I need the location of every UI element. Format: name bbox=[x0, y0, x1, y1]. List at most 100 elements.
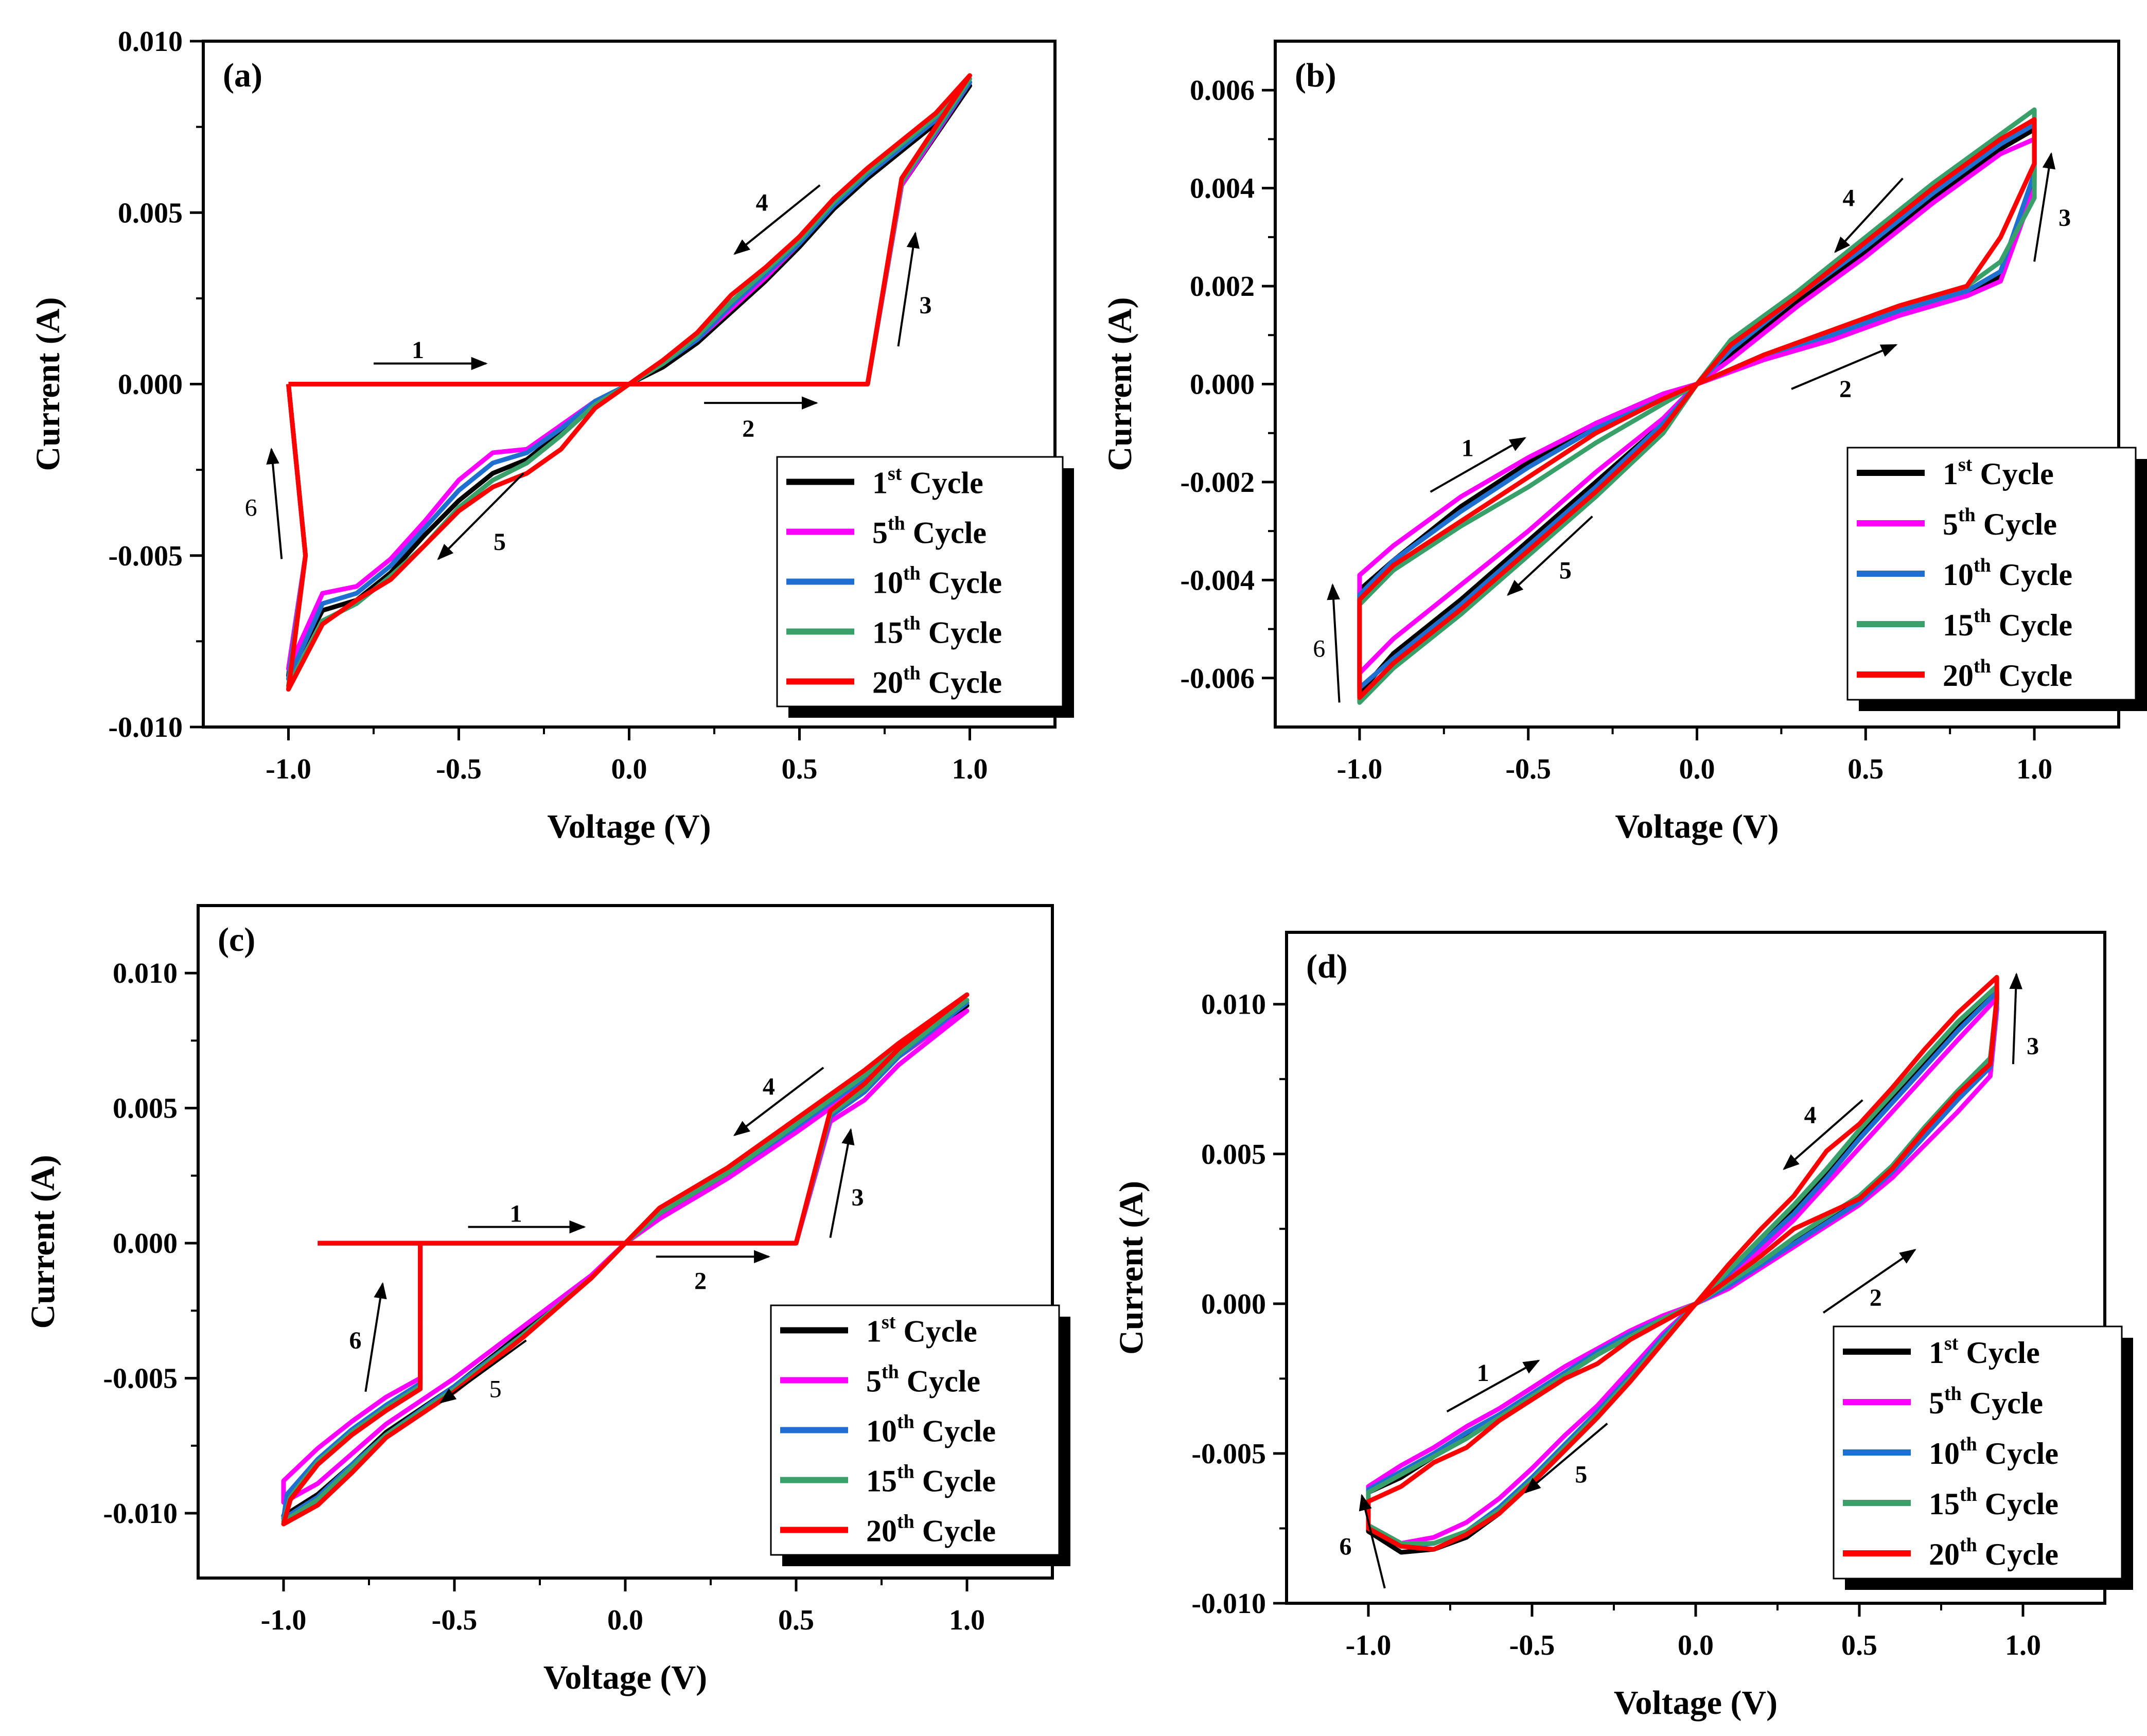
direction-arrow bbox=[733, 1067, 824, 1137]
sweep-step-label: 2 bbox=[694, 1268, 707, 1295]
x-tick-label: 0.0 bbox=[1678, 1629, 1714, 1661]
sweep-step-label: 3 bbox=[852, 1184, 864, 1211]
x-tick-label: 1.0 bbox=[2005, 1629, 2041, 1661]
y-tick-label: 0.002 bbox=[1190, 271, 1255, 303]
y-tick-label: 0.000 bbox=[113, 1228, 178, 1260]
legend-entry: 5th Cycle bbox=[872, 513, 987, 550]
sweep-step-label: 4 bbox=[1843, 185, 1855, 212]
legend-entry: 10th Cycle bbox=[872, 563, 1002, 600]
legend-entry: 20th Cycle bbox=[872, 663, 1002, 700]
y-tick-label: -0.002 bbox=[1180, 467, 1255, 499]
legend-entry: 15th Cycle bbox=[866, 1461, 996, 1498]
x-tick-label: 0.5 bbox=[1841, 1629, 1877, 1661]
panel-label: (a) bbox=[223, 57, 262, 94]
chart-panel: -1.0 -0.5 0.0 0.5 1.0 -0.010 -0.005 0.000 0.005 0… bbox=[24, 904, 1070, 1696]
x-tick-label: -0.5 bbox=[1509, 1629, 1555, 1661]
legend-entry: 1st Cycle bbox=[866, 1312, 977, 1349]
sweep-step-label: 6 bbox=[1313, 635, 1325, 663]
x-tick-label: 1.0 bbox=[952, 753, 988, 785]
sweep-step-label: 5 bbox=[1559, 557, 1572, 584]
sweep-step-label: 1 bbox=[510, 1200, 522, 1227]
sweep-step-label: 1 bbox=[1477, 1359, 1489, 1387]
y-tick-label: -0.010 bbox=[103, 1498, 178, 1530]
y-axis-label: Current (A) bbox=[1101, 297, 1139, 471]
series-line bbox=[286, 73, 972, 692]
legend-entry: 5th Cycle bbox=[1943, 504, 2057, 541]
series-line bbox=[281, 992, 970, 1527]
direction-arrow bbox=[1822, 1249, 1916, 1314]
direction-arrow bbox=[1507, 516, 1593, 596]
sweep-step-label: 4 bbox=[1804, 1102, 1817, 1129]
legend-entry: 20th Cycle bbox=[866, 1511, 996, 1548]
y-tick-label: 0.000 bbox=[118, 369, 183, 401]
direction-arrow bbox=[1327, 583, 1341, 703]
direction-arrow bbox=[364, 1282, 387, 1392]
direction-arrow bbox=[2033, 152, 2056, 262]
x-tick-label: -1.0 bbox=[266, 753, 311, 785]
chart-panel: -1.0 -0.5 0.0 0.5 1.0 -0.010 -0.005 0.000 0.005 0… bbox=[1113, 931, 2133, 1722]
direction-arrow bbox=[1446, 1359, 1540, 1413]
legend-entry: 15th Cycle bbox=[1943, 605, 2072, 642]
y-tick-label: 0.000 bbox=[1190, 369, 1255, 401]
direction-arrow bbox=[733, 184, 821, 255]
direction-arrow bbox=[897, 232, 920, 347]
y-axis-label: Current (A) bbox=[24, 1155, 62, 1329]
sweep-step-label: 4 bbox=[756, 189, 768, 216]
x-tick-label: -0.5 bbox=[1505, 753, 1551, 785]
y-tick-label: -0.006 bbox=[1180, 663, 1255, 695]
legend-entry: 10th Cycle bbox=[866, 1411, 996, 1448]
x-tick-label: 0.0 bbox=[1679, 753, 1715, 785]
legend-entry: 1st Cycle bbox=[1943, 454, 2054, 491]
x-tick-label: 0.0 bbox=[607, 1604, 643, 1636]
y-tick-label: -0.005 bbox=[108, 540, 183, 572]
sweep-step-label: 5 bbox=[489, 1376, 502, 1403]
x-tick-label: 0.5 bbox=[778, 1604, 814, 1636]
sweep-step-label: 3 bbox=[2058, 204, 2071, 232]
panel-label: (d) bbox=[1306, 948, 1348, 985]
x-tick-label: -0.5 bbox=[432, 1604, 478, 1636]
legend: 1st Cycle 5th Cycle 10th Cycle 15th Cycle 20… bbox=[1846, 447, 2147, 711]
y-tick-label: 0.005 bbox=[1201, 1139, 1266, 1171]
panel-label: (b) bbox=[1295, 57, 1336, 94]
sweep-step-label: 3 bbox=[919, 292, 931, 319]
direction-arrow bbox=[829, 1128, 855, 1238]
sweep-step-label: 5 bbox=[494, 528, 506, 556]
legend-entry: 5th Cycle bbox=[866, 1361, 980, 1398]
x-axis-label: Voltage (V) bbox=[543, 1659, 707, 1696]
direction-arrow bbox=[437, 472, 524, 560]
y-axis-label: Current (A) bbox=[1113, 1181, 1150, 1355]
y-tick-label: 0.006 bbox=[1190, 75, 1255, 107]
legend: 1st Cycle 5th Cycle 10th Cycle 15th Cycle 20… bbox=[1833, 1325, 2133, 1590]
direction-arrow bbox=[1359, 1494, 1386, 1589]
direction-arrow bbox=[1430, 437, 1526, 493]
legend: 1st Cycle 5th Cycle 10th Cycle 15th Cycle 20… bbox=[776, 456, 1074, 718]
legend-entry: 15th Cycle bbox=[872, 613, 1002, 650]
legend-entry: 1st Cycle bbox=[1929, 1333, 2040, 1370]
legend-entry: 10th Cycle bbox=[1929, 1433, 2058, 1471]
y-tick-label: -0.005 bbox=[103, 1363, 178, 1395]
x-tick-label: 0.0 bbox=[611, 753, 647, 785]
sweep-step-label: 1 bbox=[1462, 434, 1474, 462]
sweep-step-label: 6 bbox=[1339, 1533, 1351, 1560]
sweep-step-label: 2 bbox=[1870, 1284, 1882, 1312]
y-tick-label: 0.005 bbox=[113, 1093, 178, 1125]
x-tick-label: 0.5 bbox=[1847, 753, 1884, 785]
direction-arrow bbox=[266, 447, 283, 559]
legend-entry: 15th Cycle bbox=[1929, 1484, 2058, 1521]
legend-entry: 1st Cycle bbox=[872, 463, 983, 500]
sweep-step-label: 6 bbox=[245, 494, 257, 521]
y-tick-label: 0.010 bbox=[113, 958, 178, 989]
y-tick-label: 0.010 bbox=[1201, 989, 1266, 1021]
y-tick-label: -0.010 bbox=[1191, 1588, 1266, 1620]
direction-arrow bbox=[1783, 1099, 1863, 1171]
direction-arrow bbox=[2009, 972, 2023, 1065]
x-tick-label: -1.0 bbox=[1337, 753, 1383, 785]
legend-entry: 20th Cycle bbox=[1929, 1534, 2058, 1571]
sweep-step-label: 5 bbox=[1575, 1461, 1587, 1489]
sweep-step-label: 2 bbox=[742, 415, 754, 442]
x-tick-label: 1.0 bbox=[2016, 753, 2052, 785]
y-tick-label: 0.010 bbox=[118, 26, 183, 58]
sweep-step-label: 4 bbox=[763, 1073, 775, 1101]
